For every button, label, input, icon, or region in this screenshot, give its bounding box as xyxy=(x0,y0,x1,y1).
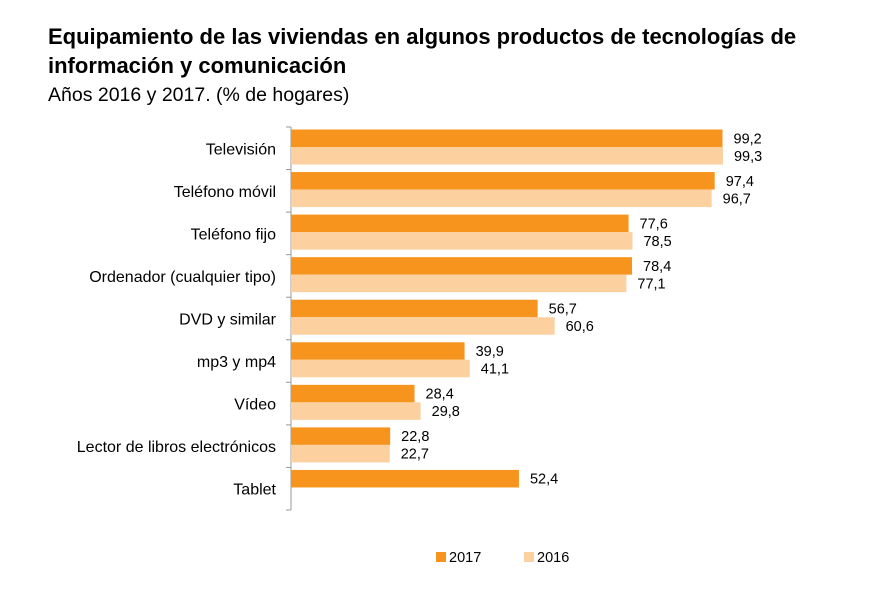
bar-2017 xyxy=(291,427,391,445)
data-label-2016: 29,8 xyxy=(432,404,460,420)
legend-label-2017: 2017 xyxy=(449,550,481,566)
bar-2016 xyxy=(291,232,633,250)
category-label: Vídeo xyxy=(234,397,276,414)
legend-swatch-2017 xyxy=(436,552,446,562)
data-label-2016: 77,1 xyxy=(637,276,665,292)
bar-2016 xyxy=(291,444,390,463)
legend-label-2016: 2016 xyxy=(537,550,569,566)
bar-2016 xyxy=(291,147,723,165)
data-label-2017: 39,9 xyxy=(476,344,504,360)
bar-2017 xyxy=(291,384,415,403)
bar-2017 xyxy=(291,214,629,233)
bar-2016 xyxy=(291,317,555,335)
data-label-2017: 22,8 xyxy=(401,429,429,445)
bar-2017 xyxy=(291,342,465,360)
data-label-2016: 78,5 xyxy=(643,234,671,250)
category-label: Teléfono móvil xyxy=(174,184,276,201)
data-label-2017: 52,4 xyxy=(530,472,558,488)
bar-2017 xyxy=(291,172,715,190)
data-label-2016: 99,3 xyxy=(734,149,762,165)
data-label-2017: 77,6 xyxy=(640,216,668,232)
data-label-2017: 56,7 xyxy=(549,301,577,317)
bar-2017 xyxy=(291,129,723,147)
category-label: mp3 y mp4 xyxy=(197,354,276,371)
bar-2017 xyxy=(291,469,519,488)
data-label-2017: 97,4 xyxy=(726,174,754,190)
data-label-2017: 99,2 xyxy=(734,131,762,147)
category-label: DVD y similar xyxy=(179,312,277,329)
bar-2016 xyxy=(291,359,470,378)
category-label: Lector de libros electrónicos xyxy=(77,439,276,456)
bar-2016 xyxy=(291,402,421,420)
data-label-2016: 96,7 xyxy=(723,191,751,207)
bar-2016 xyxy=(291,274,627,293)
bar-2017 xyxy=(291,257,633,275)
chart-subtitle: Años 2016 y 2017. (% de hogares) xyxy=(48,84,350,106)
legend-swatch-2016 xyxy=(524,552,534,562)
data-label-2016: 22,7 xyxy=(401,447,429,463)
data-label-2017: 78,4 xyxy=(643,259,671,275)
bar-2016 xyxy=(291,189,712,208)
bar-2017 xyxy=(291,299,538,318)
chart-title: Equipamiento de las viviendas en algunos… xyxy=(48,24,797,78)
data-label-2017: 28,4 xyxy=(426,387,454,403)
category-label: Teléfono fijo xyxy=(191,226,276,243)
data-label-2016: 60,6 xyxy=(566,319,594,335)
category-label: Ordenador (cualquier tipo) xyxy=(89,269,276,286)
data-label-2016: 41,1 xyxy=(481,362,509,378)
category-label: Televisión xyxy=(206,141,276,158)
category-label: Tablet xyxy=(233,482,276,499)
